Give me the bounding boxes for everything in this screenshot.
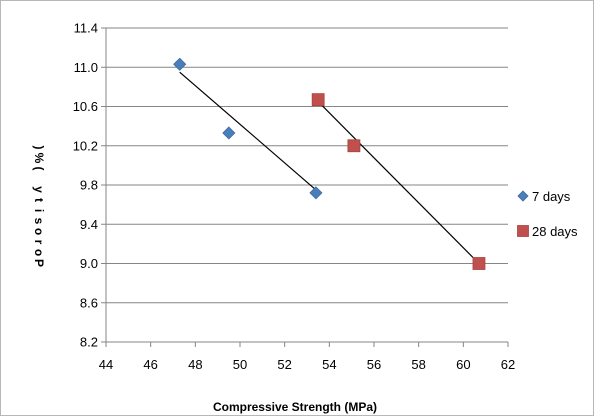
x-axis-title: Compressive Strength (MPa) xyxy=(213,400,377,414)
y-axis-title-glyph: ( xyxy=(32,167,46,171)
y-axis-title-glyph: i xyxy=(32,209,46,212)
data-point xyxy=(309,186,323,200)
legend-marker xyxy=(517,225,529,237)
x-tick-label: 58 xyxy=(411,357,425,372)
x-tick-label: 48 xyxy=(188,357,202,372)
x-tick-label: 60 xyxy=(456,357,470,372)
data-point xyxy=(222,126,236,140)
y-tick-label: 9.8 xyxy=(80,178,98,193)
data-point xyxy=(472,257,486,270)
y-axis-title-glyph: P xyxy=(32,259,46,267)
x-tick-label: 50 xyxy=(233,357,247,372)
legend: 7 days 28 days xyxy=(517,189,578,239)
y-tick-label: 11.4 xyxy=(74,21,98,36)
y-tick-label: 8.2 xyxy=(80,335,98,350)
x-tick-label: 46 xyxy=(143,357,157,372)
y-axis-title-glyph: o xyxy=(32,249,46,256)
x-tick-label: 54 xyxy=(322,357,336,372)
y-axis-title-glyph: % xyxy=(32,153,46,164)
trendline xyxy=(179,71,317,191)
gridlines xyxy=(106,27,508,343)
legend-marker xyxy=(517,190,529,202)
y-axis-title-glyph: y xyxy=(32,186,46,193)
y-axis-title-glyph: ) xyxy=(32,146,46,150)
y-tick-labels: 8.2 8.6 9.0 9.4 9.8 10.2 10.6 11.0 11.4 xyxy=(73,21,98,350)
y-axis-title-glyph: t xyxy=(32,198,46,202)
trendline xyxy=(317,101,480,264)
data-point xyxy=(173,57,187,71)
y-tick-label: 9.4 xyxy=(80,217,98,232)
y-tick-label: 11.0 xyxy=(74,60,98,75)
x-tick-label: 56 xyxy=(367,357,381,372)
data-points xyxy=(173,57,486,270)
y-axis-title-glyph: s xyxy=(32,218,46,225)
y-tick-label: 8.6 xyxy=(80,295,98,310)
y-tick-label: 10.2 xyxy=(73,138,98,153)
legend-label: 28 days xyxy=(532,224,578,239)
x-tick-labels: 44 46 48 50 52 54 56 58 60 62 xyxy=(99,357,515,372)
data-point xyxy=(347,139,361,153)
trendlines xyxy=(179,71,480,264)
x-tick-label: 44 xyxy=(99,357,113,372)
x-tick-label: 62 xyxy=(501,357,515,372)
y-tick-label: 10.6 xyxy=(73,99,98,114)
x-tick-label: 52 xyxy=(277,357,291,372)
y-axis-title-glyph: r xyxy=(32,240,46,245)
axes xyxy=(101,27,509,347)
y-axis-title-glyph: o xyxy=(32,228,46,235)
y-tick-label: 9.0 xyxy=(80,256,98,271)
legend-label: 7 days xyxy=(532,189,571,204)
data-point xyxy=(311,93,325,107)
